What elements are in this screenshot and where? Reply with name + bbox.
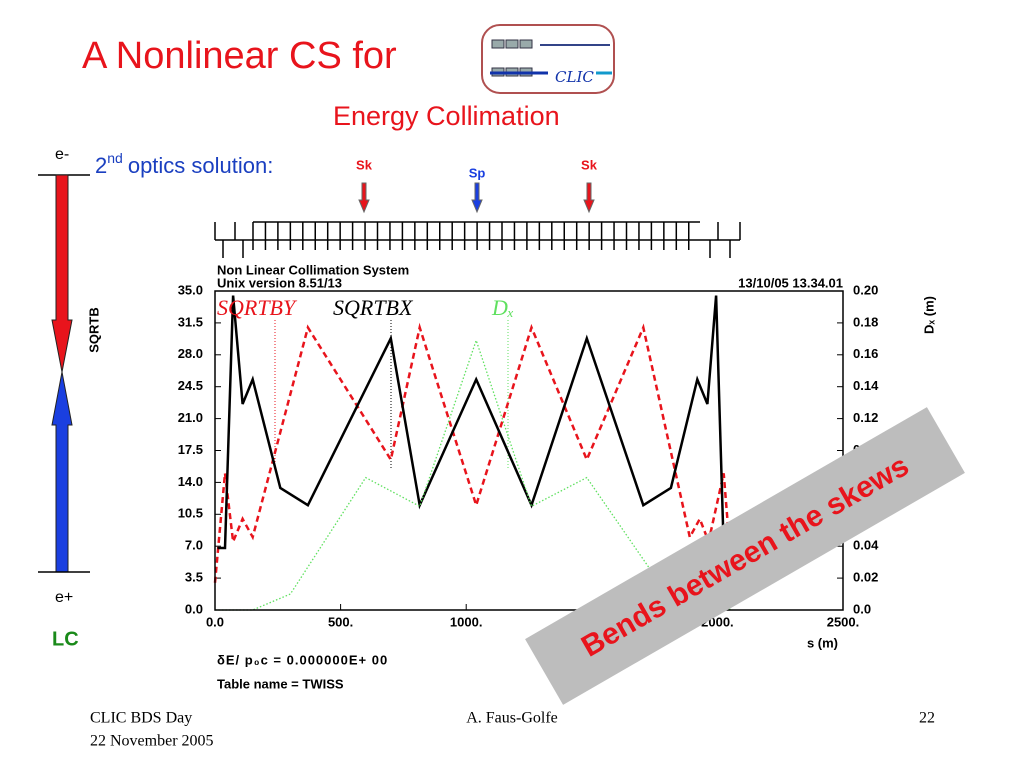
footer-left: CLIC BDS Day (90, 710, 192, 727)
y-tick-label: 21.0 (178, 410, 203, 425)
slide-title: A Nonlinear CS for (82, 35, 397, 77)
banner-box (525, 407, 965, 705)
series-line (217, 295, 733, 550)
y-tick-label: 17.5 (178, 442, 203, 457)
logo-text: CLIC (555, 68, 594, 86)
y-tick-label: 28.0 (178, 346, 203, 361)
legend-label: SQRTBX (333, 295, 414, 320)
y-tick-label: 31.5 (178, 314, 203, 329)
logo-frame (481, 24, 615, 94)
logo-magnet (519, 39, 533, 49)
element-arrow (471, 182, 483, 214)
banner: Bends between the skews (525, 407, 965, 705)
logo-magnet (491, 39, 505, 49)
element-arrow (358, 182, 370, 214)
y2-tick-label: 0.04 (853, 538, 879, 553)
y2-tick-label: 0.02 (853, 570, 878, 585)
x-axis-label: s (m) (807, 635, 838, 650)
y-tick-label: 7.0 (185, 538, 203, 553)
chart-timestamp: 13/10/05 13.34.01 (738, 275, 843, 290)
x-tick-label: 0.0 (206, 614, 224, 629)
x-tick-label: 2500. (827, 614, 860, 629)
y-tick-label: 3.5 (185, 570, 203, 585)
footer-left: 22 November 2005 (90, 733, 214, 750)
y2-tick-label: 0.16 (853, 346, 878, 361)
y2-tick-label: 0.18 (853, 314, 878, 329)
series-line (213, 322, 734, 583)
optics-heading: 2nd optics solution: (95, 150, 273, 178)
element-label: Sp (469, 165, 486, 180)
x-tick-label: 500. (328, 614, 353, 629)
logo-magnet (505, 39, 519, 49)
element-label: Sk (356, 157, 373, 172)
chart-title: Non Linear Collimation System (217, 262, 409, 277)
element-arrow (583, 182, 595, 214)
optics-text: optics solution: (128, 153, 274, 178)
y-tick-label: 0.0 (185, 601, 203, 616)
element-label: Sk (581, 157, 598, 172)
y2-axis-label: Dₓ (m) (921, 296, 936, 334)
optics-suffix: nd (107, 150, 123, 166)
beam-caption: LC (52, 628, 79, 650)
y-tick-label: 35.0 (178, 282, 203, 297)
beam-top-label: e- (55, 146, 69, 163)
beam-arrow-red (51, 174, 73, 373)
y2-tick-label: 0.0 (853, 601, 871, 616)
legend-label: Dₓ (491, 295, 514, 320)
chart-note: δE/ p₀c = 0.000000E+ 00 (217, 652, 388, 667)
optics-number: 2 (95, 153, 107, 178)
y2-tick-label: 0.12 (853, 410, 878, 425)
legend-label: SQRTBY (217, 295, 298, 320)
chart-note: Table name = TWISS (217, 676, 344, 691)
banner-text: Bends between the skews (576, 449, 914, 663)
y-tick-label: 10.5 (178, 506, 203, 521)
y-tick-label: 14.0 (178, 474, 203, 489)
footer-center: A. Faus-Golfe (466, 710, 558, 727)
beam-arrow-blue (51, 371, 73, 573)
beam-bottom-label: e+ (55, 589, 73, 606)
y2-tick-label: 0.14 (853, 378, 879, 393)
x-tick-label: 1000. (450, 614, 483, 629)
page-number: 22 (919, 710, 935, 727)
y-tick-label: 24.5 (178, 378, 203, 393)
slide-subtitle: Energy Collimation (333, 101, 560, 131)
y2-tick-label: 0.20 (853, 282, 878, 297)
chart-subtitle: Unix version 8.51/13 (217, 275, 342, 290)
plot-frame (214, 290, 844, 611)
beam-axis-label: SQRTB (86, 307, 101, 353)
